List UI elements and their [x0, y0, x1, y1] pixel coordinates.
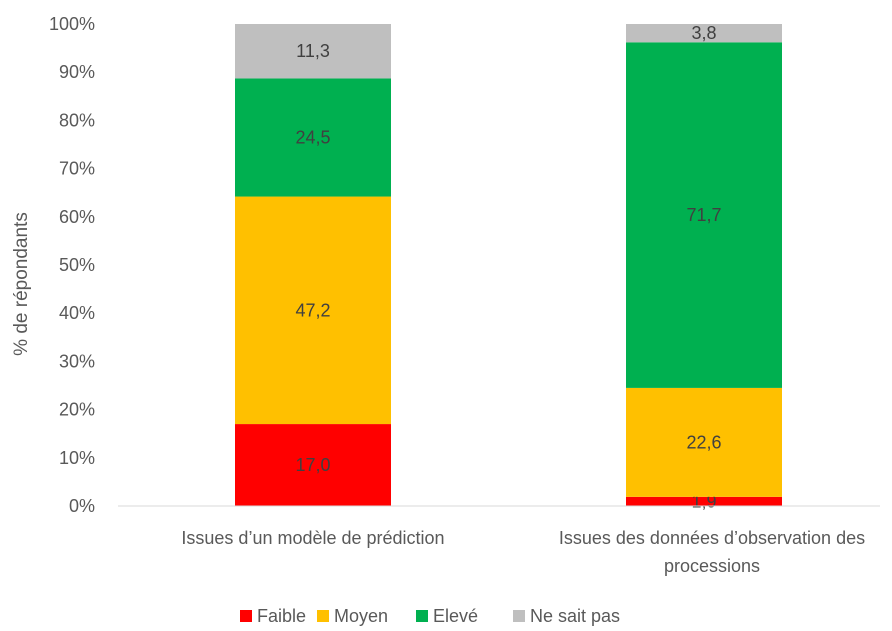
- data-label: 22,6: [686, 432, 721, 452]
- y-axis-label: % de répondants: [11, 212, 32, 356]
- legend-label: Elevé: [433, 606, 478, 626]
- y-tick-label: 0%: [69, 496, 95, 516]
- y-axis: 0% 10% 20% 30% 40% 50% 60% 70% 80% 90% 100%: [49, 14, 95, 516]
- y-tick-label: 40%: [59, 303, 95, 323]
- bar-segment-elev-: [235, 78, 391, 197]
- y-tick-label: 70%: [59, 159, 95, 179]
- bar-segment-faible: [235, 424, 391, 506]
- y-tick-label: 80%: [59, 110, 95, 130]
- x-category-label: processions: [664, 556, 760, 576]
- legend-label: Ne sait pas: [530, 606, 620, 626]
- bar-segment-ne-sait-pas: [626, 24, 782, 43]
- bar-segment-moyen: [626, 387, 782, 497]
- data-label: 24,5: [295, 128, 330, 148]
- y-tick-label: 30%: [59, 351, 95, 371]
- x-category-label: Issues d’un modèle de prédiction: [181, 528, 444, 548]
- data-label: 71,7: [686, 205, 721, 225]
- data-label: 11,3: [296, 41, 330, 61]
- data-label: 47,2: [295, 300, 330, 320]
- legend-swatch: [416, 610, 428, 622]
- bar-segment-moyen: [235, 196, 391, 425]
- legend-label: Faible: [257, 606, 306, 626]
- y-tick-label: 90%: [59, 62, 95, 82]
- y-tick-label: 50%: [59, 255, 95, 275]
- y-tick-label: 100%: [49, 14, 95, 34]
- y-tick-label: 10%: [59, 448, 95, 468]
- legend-label: Moyen: [334, 606, 388, 626]
- y-tick-label: 60%: [59, 207, 95, 227]
- bar-segment-ne-sait-pas: [235, 24, 391, 79]
- bar-segment-faible: [626, 496, 782, 506]
- x-category-label: Issues des données d’observation des: [559, 528, 865, 548]
- bar-segment-elev-: [626, 42, 782, 388]
- x-axis: Issues d’un modèle de prédiction Issues d…: [118, 505, 880, 576]
- data-label: 17,0: [295, 455, 330, 475]
- legend-swatch: [513, 610, 525, 622]
- legend-swatch: [317, 610, 329, 622]
- legend-swatch: [240, 610, 252, 622]
- legend: Faible Moyen Elevé Ne sait pas: [240, 606, 620, 626]
- y-tick-label: 20%: [59, 400, 95, 420]
- bars: 17,047,224,511,31,922,671,73,8: [235, 23, 782, 511]
- data-label: 3,8: [691, 23, 716, 43]
